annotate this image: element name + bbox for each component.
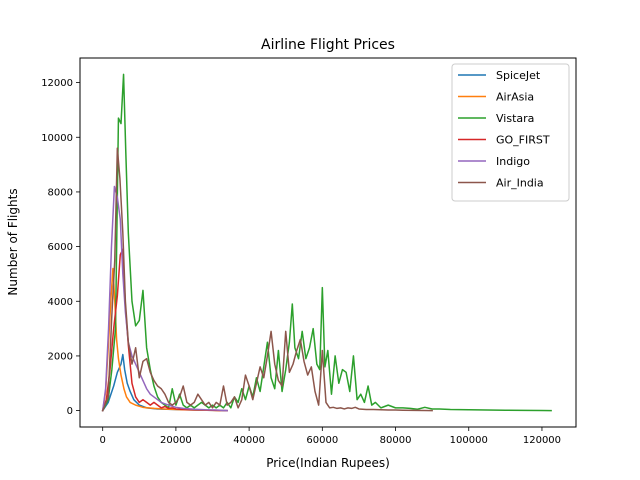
x-tick-label: 80000 xyxy=(380,435,412,446)
legend-label: Indigo xyxy=(496,155,530,168)
plot-area xyxy=(101,73,552,412)
x-axis-label: Price(Indian Rupees) xyxy=(266,456,390,470)
x-tick-label: 0 xyxy=(100,435,106,446)
plot-frame xyxy=(79,57,577,428)
y-tick-label: 2000 xyxy=(48,351,73,362)
legend-label: SpiceJet xyxy=(496,69,541,82)
x-tick-label: 40000 xyxy=(233,435,265,446)
x-tick-label: 100000 xyxy=(450,435,488,446)
legend-label: Vistara xyxy=(496,112,534,125)
series-line-indigo xyxy=(101,185,228,412)
y-axis-label: Number of Flights xyxy=(6,188,20,295)
series-line-go-first xyxy=(101,248,228,412)
chart-title: Airline Flight Prices xyxy=(261,37,395,53)
y-tick-label: 12000 xyxy=(41,78,73,89)
legend: SpiceJet AirAsia Vistara GO_FIRST Indigo Air_… xyxy=(451,63,570,202)
axis-ticks: 0 20000 40000 60000 80000 100000 120000 0 2000 40… xyxy=(41,78,561,446)
y-tick-label: 6000 xyxy=(48,242,73,253)
x-tick-label: 60000 xyxy=(306,435,338,446)
legend-label: Air_India xyxy=(496,177,544,190)
series-line-air-india xyxy=(101,147,433,412)
legend-box xyxy=(451,63,570,202)
series-line-vistara xyxy=(101,73,552,412)
y-tick-label: 4000 xyxy=(48,297,73,308)
x-tick-label: 120000 xyxy=(523,435,561,446)
legend-label: AirAsia xyxy=(496,91,534,104)
x-tick-label: 20000 xyxy=(160,435,192,446)
y-tick-label: 0 xyxy=(67,406,73,417)
legend-label: GO_FIRST xyxy=(496,134,550,147)
y-tick-label: 8000 xyxy=(48,187,73,198)
y-tick-label: 10000 xyxy=(41,133,73,144)
